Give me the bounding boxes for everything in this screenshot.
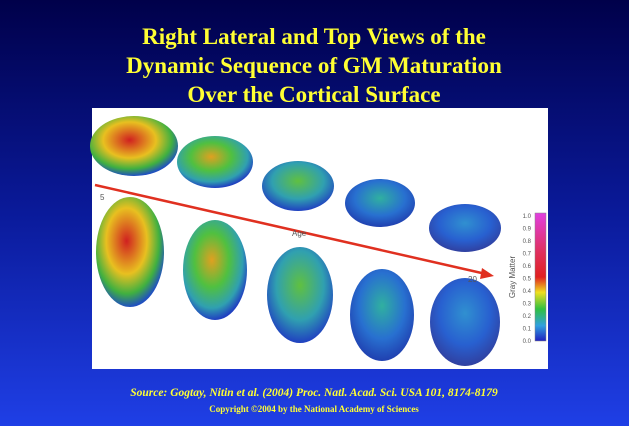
- colorbar: [534, 212, 547, 342]
- end-label: 20: [468, 275, 477, 284]
- title-line: Right Lateral and Top Views of the: [142, 24, 486, 49]
- figure: 5 Age 20 Gray Matter 1.0 0.9 0.8 0.7 0.6 0.5 0…: [90, 108, 548, 369]
- top-views: [96, 197, 500, 366]
- brain-top: [96, 197, 164, 307]
- brain-top: [350, 269, 414, 361]
- age-arrow: [94, 183, 487, 276]
- colorbar-tick: 0.6: [523, 264, 532, 270]
- colorbar-title: Gray Matter: [508, 256, 517, 299]
- colorbar-tick: 1.0: [523, 214, 532, 220]
- start-label: 5: [100, 193, 105, 202]
- colorbar-tick: 0.1: [523, 327, 532, 333]
- copyright: Copyright ©2004 by the National Academy …: [209, 404, 419, 414]
- arrow-head: [480, 268, 494, 279]
- colorbar-tick: 0.3: [523, 302, 532, 308]
- source: Source: Gogtay, Nitin et al. (2004) Proc…: [130, 387, 498, 399]
- brain-lateral: [345, 179, 415, 227]
- lateral-views: [90, 116, 501, 252]
- colorbar-tick: 0.7: [523, 252, 532, 258]
- colorbar-tick: 0.5: [523, 277, 532, 283]
- brain-top: [430, 278, 500, 366]
- colorbar-tick: 0.8: [523, 239, 532, 245]
- brain-lateral: [90, 116, 178, 176]
- brain-lateral: [262, 161, 334, 211]
- brain-top: [267, 247, 333, 343]
- title-line: Dynamic Sequence of GM Maturation: [126, 53, 502, 78]
- age-label: Age: [292, 229, 307, 238]
- brain-lateral: [429, 204, 501, 252]
- brain-top: [183, 220, 247, 320]
- colorbar-tick: 0.0: [523, 339, 532, 345]
- title: Right Lateral and Top Views of the Dynam…: [126, 24, 502, 107]
- colorbar-tick: 0.4: [523, 289, 532, 295]
- colorbar-tick: 0.2: [523, 314, 532, 320]
- colorbar-ticks: 1.0 0.9 0.8 0.7 0.6 0.5 0.4 0.3 0.2 0.1 0.0: [523, 214, 532, 345]
- title-line: Over the Cortical Surface: [187, 82, 440, 107]
- colorbar-tick: 0.9: [523, 227, 532, 233]
- brain-lateral: [177, 136, 253, 188]
